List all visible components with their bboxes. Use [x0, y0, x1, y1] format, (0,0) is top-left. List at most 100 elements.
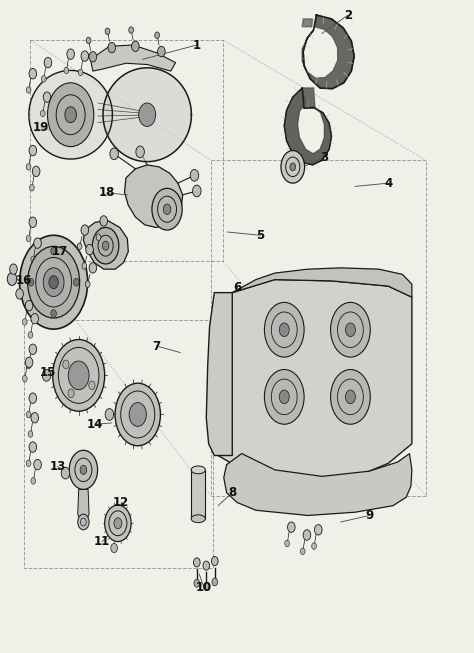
- Circle shape: [86, 244, 93, 255]
- Circle shape: [67, 49, 74, 59]
- Circle shape: [105, 505, 131, 541]
- Text: 16: 16: [16, 274, 33, 287]
- Circle shape: [100, 215, 108, 226]
- Circle shape: [192, 185, 201, 197]
- Circle shape: [29, 184, 34, 191]
- Circle shape: [108, 42, 116, 53]
- Text: 15: 15: [40, 366, 56, 379]
- Circle shape: [89, 381, 95, 390]
- Circle shape: [16, 289, 23, 299]
- Circle shape: [32, 167, 40, 176]
- Polygon shape: [232, 268, 412, 297]
- Circle shape: [26, 235, 31, 242]
- Circle shape: [61, 468, 70, 479]
- Text: 5: 5: [256, 229, 265, 242]
- Text: 3: 3: [320, 151, 328, 164]
- Circle shape: [264, 302, 304, 357]
- Circle shape: [288, 522, 295, 532]
- Polygon shape: [302, 88, 315, 108]
- Circle shape: [110, 148, 118, 160]
- Ellipse shape: [191, 466, 205, 474]
- Circle shape: [53, 279, 58, 286]
- Polygon shape: [224, 454, 412, 515]
- Circle shape: [77, 243, 82, 249]
- Circle shape: [89, 52, 97, 62]
- Circle shape: [31, 413, 38, 423]
- Circle shape: [26, 460, 31, 467]
- Circle shape: [111, 543, 118, 552]
- Circle shape: [86, 37, 91, 44]
- Circle shape: [51, 310, 56, 317]
- Circle shape: [157, 46, 165, 57]
- Circle shape: [129, 27, 134, 33]
- Circle shape: [29, 344, 36, 355]
- Circle shape: [69, 451, 98, 489]
- Circle shape: [78, 69, 83, 76]
- Circle shape: [155, 32, 159, 39]
- Circle shape: [346, 390, 356, 404]
- Circle shape: [43, 268, 64, 296]
- Circle shape: [47, 83, 94, 147]
- Text: 7: 7: [153, 340, 161, 353]
- Circle shape: [29, 69, 36, 79]
- Text: 4: 4: [384, 177, 392, 189]
- Text: 19: 19: [33, 121, 49, 135]
- Circle shape: [63, 360, 69, 369]
- Circle shape: [29, 146, 36, 156]
- Polygon shape: [206, 293, 232, 456]
- Circle shape: [7, 272, 17, 285]
- Circle shape: [285, 540, 290, 547]
- Circle shape: [26, 87, 31, 93]
- Circle shape: [29, 442, 36, 453]
- Circle shape: [330, 370, 370, 424]
- Circle shape: [64, 67, 69, 74]
- Circle shape: [92, 227, 119, 264]
- Circle shape: [212, 578, 218, 586]
- Circle shape: [114, 518, 122, 529]
- Circle shape: [105, 409, 114, 421]
- Circle shape: [203, 561, 210, 570]
- Circle shape: [81, 51, 89, 61]
- Circle shape: [96, 234, 101, 240]
- Polygon shape: [125, 165, 182, 227]
- Text: 14: 14: [87, 418, 103, 431]
- Polygon shape: [103, 68, 191, 162]
- Circle shape: [29, 217, 36, 227]
- Circle shape: [279, 390, 289, 404]
- Circle shape: [43, 92, 51, 103]
- Circle shape: [25, 300, 33, 311]
- Circle shape: [115, 383, 160, 446]
- Circle shape: [102, 241, 109, 250]
- Circle shape: [315, 524, 322, 535]
- Circle shape: [139, 103, 156, 127]
- Circle shape: [346, 323, 356, 336]
- Circle shape: [68, 389, 74, 398]
- Circle shape: [290, 163, 296, 171]
- Circle shape: [78, 514, 89, 530]
- Circle shape: [27, 246, 80, 318]
- Circle shape: [81, 225, 89, 235]
- Polygon shape: [284, 88, 331, 165]
- Circle shape: [279, 323, 289, 336]
- Polygon shape: [83, 221, 128, 269]
- Circle shape: [28, 332, 33, 338]
- Circle shape: [44, 57, 52, 68]
- Circle shape: [31, 478, 36, 484]
- Circle shape: [26, 411, 31, 418]
- Circle shape: [40, 110, 45, 117]
- Text: 18: 18: [99, 186, 115, 199]
- Polygon shape: [191, 470, 205, 518]
- Circle shape: [42, 370, 51, 381]
- Circle shape: [28, 278, 34, 286]
- Circle shape: [31, 256, 36, 263]
- Text: 9: 9: [365, 509, 374, 522]
- Circle shape: [31, 313, 38, 324]
- Circle shape: [129, 403, 146, 426]
- Circle shape: [194, 579, 200, 587]
- Circle shape: [26, 164, 31, 170]
- Text: 1: 1: [193, 39, 201, 52]
- Circle shape: [63, 286, 67, 293]
- Circle shape: [53, 340, 105, 411]
- Polygon shape: [78, 489, 89, 522]
- Circle shape: [80, 466, 87, 475]
